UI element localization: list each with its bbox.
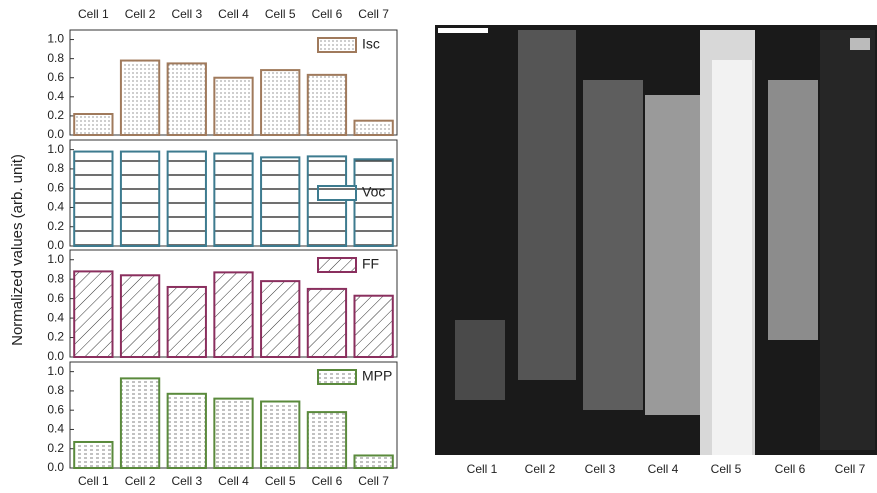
y-tick-label: 0.4	[47, 310, 64, 324]
y-tick-label: 1.0	[47, 32, 64, 46]
bar	[260, 156, 301, 248]
x-tick-label-top: Cell 2	[125, 7, 156, 21]
image	[435, 25, 877, 455]
bar	[213, 76, 254, 136]
y-axis-label: Normalized values (arb. unit)	[9, 154, 26, 346]
bar	[260, 400, 301, 469]
y-tick-label: 0.4	[47, 89, 64, 103]
legend-label: Isc	[362, 36, 380, 52]
bar	[260, 69, 301, 136]
x-tick-label-top: Cell 7	[358, 7, 389, 21]
y-tick-label: 0.0	[47, 238, 64, 252]
y-tick-label: 0.8	[47, 383, 64, 397]
y-tick-label: 0.2	[47, 441, 64, 455]
image-label: Cell 7	[835, 462, 866, 476]
y-tick-label: 0.6	[47, 291, 64, 305]
bar	[306, 287, 348, 358]
x-tick-label-top: Cell 4	[218, 7, 249, 21]
bar	[166, 392, 207, 469]
y-tick-label: 0.8	[47, 271, 64, 285]
bar	[166, 150, 207, 247]
image-label: Cell 3	[585, 462, 616, 476]
bar	[166, 285, 207, 358]
bar	[260, 280, 301, 358]
bar	[353, 119, 394, 136]
y-tick-label: 0.0	[47, 460, 64, 474]
y-tick-label: 0.4	[47, 200, 64, 214]
bar	[306, 73, 348, 137]
bar	[119, 377, 161, 469]
image-label: Cell 1	[467, 462, 498, 476]
x-tick-label-top: Cell 3	[171, 7, 202, 21]
y-tick-label: 1.0	[47, 364, 64, 378]
legend-label: MPP	[362, 368, 392, 384]
bar	[213, 152, 254, 247]
legend-label: Voc	[362, 184, 385, 200]
bar	[73, 113, 114, 136]
y-tick-label: 0.4	[47, 422, 64, 436]
y-tick-label: 1.0	[47, 142, 64, 156]
y-tick-label: 0.2	[47, 108, 64, 122]
y-tick-label: 0.6	[47, 180, 64, 194]
bar	[306, 411, 348, 470]
legend-label: FF	[362, 256, 379, 272]
bar	[73, 270, 114, 358]
x-tick-label: Cell 3	[171, 474, 202, 488]
bar	[119, 274, 161, 359]
x-tick-label: Cell 5	[265, 474, 296, 488]
bar	[119, 59, 161, 136]
bar	[306, 155, 348, 247]
x-tick-label-top: Cell 5	[265, 7, 296, 21]
image-label: Cell 2	[525, 462, 556, 476]
bar	[353, 454, 394, 469]
legend-swatch	[317, 369, 357, 385]
legend-swatch	[317, 37, 357, 53]
x-tick-label-top: Cell 6	[312, 7, 343, 21]
image-label: Cell 6	[775, 462, 806, 476]
x-tick-label: Cell 7	[358, 474, 389, 488]
bar	[353, 158, 394, 247]
x-tick-label: Cell 4	[218, 474, 249, 488]
y-tick-label: 0.8	[47, 51, 64, 65]
x-tick-label-top: Cell 1	[78, 7, 109, 21]
bar	[119, 150, 161, 247]
x-tick-label: Cell 6	[312, 474, 343, 488]
y-tick-label: 1.0	[47, 252, 64, 266]
legend-swatch	[317, 185, 357, 201]
bar	[73, 150, 114, 247]
bar	[353, 294, 394, 358]
y-tick-label: 0.0	[47, 127, 64, 141]
bar	[166, 62, 207, 137]
x-tick-label: Cell 2	[125, 474, 156, 488]
y-tick-label: 0.2	[47, 219, 64, 233]
x-tick-label: Cell 1	[78, 474, 109, 488]
legend-swatch	[317, 257, 357, 273]
image-label: Cell 4	[648, 462, 679, 476]
image-label: Cell 5	[711, 462, 742, 476]
y-tick-label: 0.0	[47, 349, 64, 363]
y-tick-label: 0.2	[47, 330, 64, 344]
y-tick-label: 0.6	[47, 70, 64, 84]
y-tick-label: 0.6	[47, 402, 64, 416]
bar	[213, 271, 254, 359]
bar	[213, 397, 254, 470]
bar	[73, 440, 114, 469]
y-tick-label: 0.8	[47, 161, 64, 175]
